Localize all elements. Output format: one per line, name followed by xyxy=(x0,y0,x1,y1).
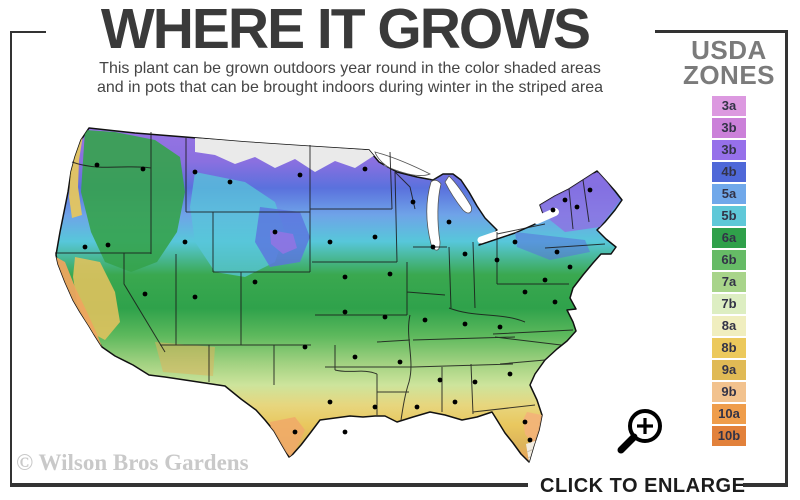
legend-title-line-2: ZONES xyxy=(682,59,776,90)
frame-border-right xyxy=(785,30,788,487)
subtitle-line-2: and in pots that can be brought indoors … xyxy=(96,78,604,96)
subtitle-line-1: This plant can be grown outdoors year ro… xyxy=(99,60,601,77)
city-dots xyxy=(82,162,593,443)
legend-zone-5b: 5b xyxy=(712,206,746,227)
legend-zone-6b: 6b xyxy=(712,250,746,271)
us-hardiness-zone-map[interactable] xyxy=(45,112,667,472)
frame-border-top-right xyxy=(655,30,788,33)
legend-swatch-column: 3a 3b 3b 4b 5a 5b 6a 6b 7a 7b 8a 8b 9a 9b 10a 10b xyxy=(676,96,782,447)
legend-zone-8b: 8b xyxy=(712,338,746,359)
state-borders xyxy=(55,132,606,421)
click-to-enlarge-label[interactable]: CLICK TO ENLARGE xyxy=(540,475,746,497)
frame-border-top-left xyxy=(10,31,46,33)
page-title: WHERE IT GROWS xyxy=(100,0,591,61)
legend-zone-3b: 3b xyxy=(712,118,746,139)
click-to-enlarge-button[interactable]: CLICK TO ENLARGE xyxy=(540,398,746,498)
magnifier-plus-icon[interactable] xyxy=(603,398,673,466)
frame-border-bottom-right xyxy=(743,483,788,487)
frame-border-bottom-left xyxy=(10,483,528,487)
frame-border-left xyxy=(10,31,12,487)
legend-title-line-1: USDA xyxy=(691,35,767,65)
page-subtitle: This plant can be grown outdoors year ro… xyxy=(50,60,650,98)
watermark: © Wilson Bros Gardens xyxy=(16,450,249,475)
legend-title: USDA ZONES xyxy=(676,35,782,90)
legend-zone-7a: 7a xyxy=(712,272,746,293)
legend-zone-9b: 9b xyxy=(712,382,746,403)
legend-zone-7b: 7b xyxy=(712,294,746,315)
legend-zone-6a: 6a xyxy=(712,228,746,249)
usda-zones-legend: USDA ZONES 3a 3b 3b 4b 5a 5b 6a 6b 7a 7b 8a 8b 9a 9b 1… xyxy=(676,35,782,448)
legend-zone-3b: 3b xyxy=(712,140,746,161)
legend-zone-3a: 3a xyxy=(712,96,746,117)
legend-zone-5a: 5a xyxy=(712,184,746,205)
legend-zone-9a: 9a xyxy=(712,360,746,381)
legend-zone-4b: 4b xyxy=(712,162,746,183)
legend-zone-10a: 10a xyxy=(712,404,746,425)
legend-zone-8a: 8a xyxy=(712,316,746,337)
great-lakes xyxy=(374,151,559,251)
legend-zone-10b: 10b xyxy=(712,426,746,447)
